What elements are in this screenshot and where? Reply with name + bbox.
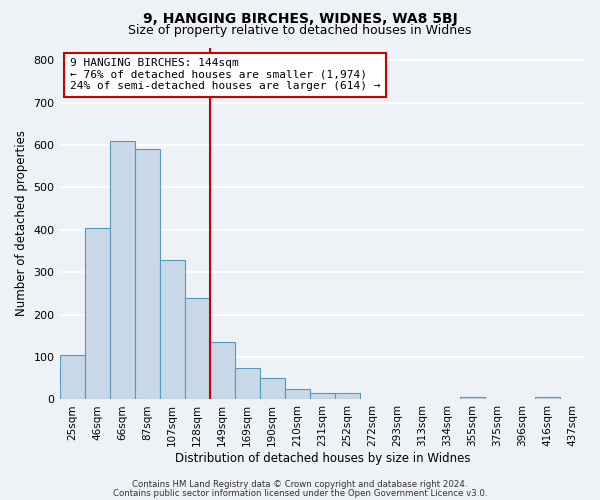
Text: 9 HANGING BIRCHES: 144sqm
← 76% of detached houses are smaller (1,974)
24% of se: 9 HANGING BIRCHES: 144sqm ← 76% of detac… bbox=[70, 58, 380, 92]
Bar bbox=[110, 141, 134, 400]
Bar bbox=[335, 393, 360, 400]
Bar bbox=[134, 150, 160, 400]
Text: Size of property relative to detached houses in Widnes: Size of property relative to detached ho… bbox=[128, 24, 472, 37]
Bar bbox=[160, 260, 185, 400]
Text: 9, HANGING BIRCHES, WIDNES, WA8 5BJ: 9, HANGING BIRCHES, WIDNES, WA8 5BJ bbox=[143, 12, 457, 26]
Bar bbox=[185, 298, 209, 400]
Bar bbox=[310, 393, 335, 400]
X-axis label: Distribution of detached houses by size in Widnes: Distribution of detached houses by size … bbox=[175, 452, 470, 465]
Text: Contains public sector information licensed under the Open Government Licence v3: Contains public sector information licen… bbox=[113, 488, 487, 498]
Bar bbox=[235, 368, 260, 400]
Bar bbox=[285, 389, 310, 400]
Y-axis label: Number of detached properties: Number of detached properties bbox=[15, 130, 28, 316]
Text: Contains HM Land Registry data © Crown copyright and database right 2024.: Contains HM Land Registry data © Crown c… bbox=[132, 480, 468, 489]
Bar bbox=[85, 228, 110, 400]
Bar bbox=[535, 398, 560, 400]
Bar bbox=[59, 355, 85, 400]
Bar bbox=[260, 378, 285, 400]
Bar bbox=[460, 398, 485, 400]
Bar bbox=[209, 342, 235, 400]
